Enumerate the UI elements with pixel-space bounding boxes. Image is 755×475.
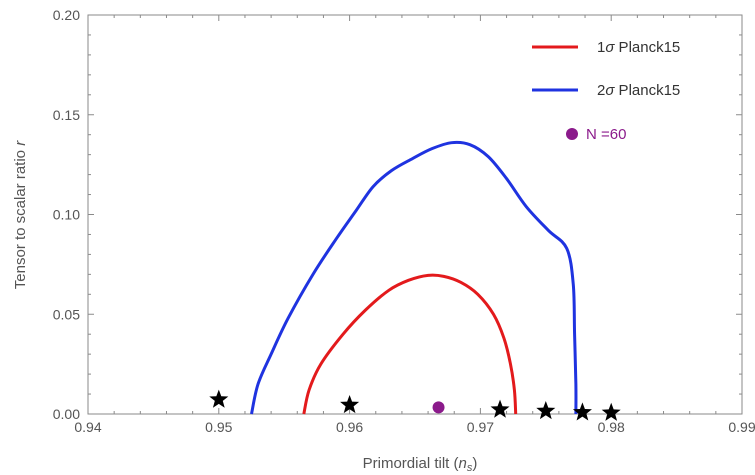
star-marker: [536, 401, 556, 420]
x-tick-label: 0.96: [336, 419, 363, 435]
legend-label: N =60: [586, 126, 626, 143]
star-marker: [340, 395, 360, 414]
star-marker: [601, 402, 621, 421]
n60-point: [432, 401, 445, 414]
y-tick-label: 0.00: [53, 406, 80, 422]
x-axis-ticks: 0.94 0.95 0.96 0.97 0.98 0.99: [74, 15, 755, 435]
x-tick-label: 0.97: [467, 419, 494, 435]
y-tick-label: 0.15: [53, 107, 80, 123]
y-axis-label: Tensor to scalar ratio r: [12, 140, 29, 289]
x-tick-label: 0.94: [74, 419, 101, 435]
plot-border: [87, 14, 743, 415]
legend-label: 1σ Planck15: [597, 39, 680, 56]
contour-1sigma-planck15: [302, 273, 518, 415]
y-axis-ticks: 0.00 0.05 0.10 0.15 0.20: [53, 7, 742, 422]
y-tick-label: 0.05: [53, 306, 80, 322]
legend-dot-swatch: [566, 128, 578, 140]
n60-points: [432, 401, 445, 414]
x-tick-label: 0.95: [205, 419, 232, 435]
star-marker: [209, 389, 229, 408]
y-tick-label: 0.20: [53, 7, 80, 23]
contour-series: [250, 140, 578, 415]
star-marker: [490, 399, 510, 418]
plot-frame: [87, 14, 743, 415]
x-axis-label: Primordial tilt (ns): [363, 455, 478, 474]
legend-label: 2σ Planck15: [597, 82, 680, 99]
x-tick-label: 0.99: [728, 419, 755, 435]
legend: 1σ Planck15 2σ Planck15 N =60: [532, 39, 680, 143]
x-tick-label: 0.98: [598, 419, 625, 435]
contour-2sigma-planck15: [250, 140, 578, 415]
star-marker: [572, 402, 592, 421]
y-tick-label: 0.10: [53, 207, 80, 223]
star-markers: [209, 389, 621, 421]
